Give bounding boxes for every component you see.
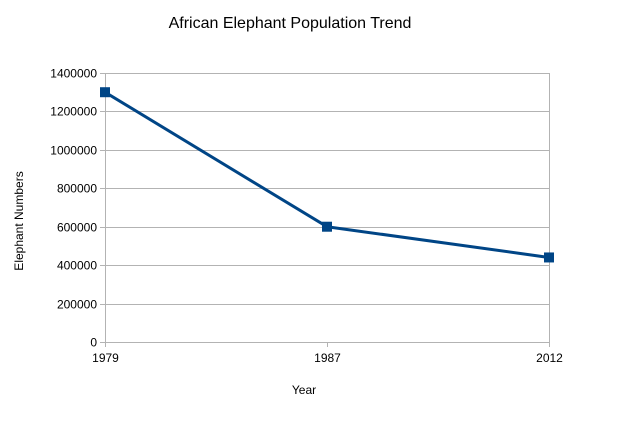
series-line — [104, 90, 550, 259]
x-tick-labels: 1979 1987 2012 — [92, 351, 563, 365]
data-point-marker — [544, 252, 554, 263]
gridlines — [100, 73, 549, 343]
data-point-marker — [100, 87, 110, 98]
y-tick-label: 1000000 — [50, 144, 97, 158]
x-tick-label: 1979 — [92, 351, 119, 365]
series — [100, 87, 554, 263]
y-tick-label: 200000 — [57, 298, 97, 312]
y-tick-label: 400000 — [57, 259, 97, 273]
y-tick-label: 1200000 — [50, 105, 97, 119]
y-tick-label: 0 — [90, 336, 97, 350]
x-tick-label: 2012 — [536, 351, 563, 365]
chart-title: African Elephant Population Trend — [169, 15, 412, 32]
axes — [105, 73, 550, 347]
data-point-marker — [322, 221, 332, 232]
y-tick-labels: 0 200000 400000 600000 800000 1000000 1200000 1… — [50, 67, 97, 350]
y-tick-label: 1400000 — [50, 67, 97, 81]
y-tick-label: 800000 — [57, 182, 97, 196]
x-tick-label: 1987 — [314, 351, 341, 365]
x-axis-title: Year — [292, 383, 316, 397]
y-axis-title: Elephant Numbers — [12, 171, 26, 270]
y-tick-label: 600000 — [57, 221, 97, 235]
